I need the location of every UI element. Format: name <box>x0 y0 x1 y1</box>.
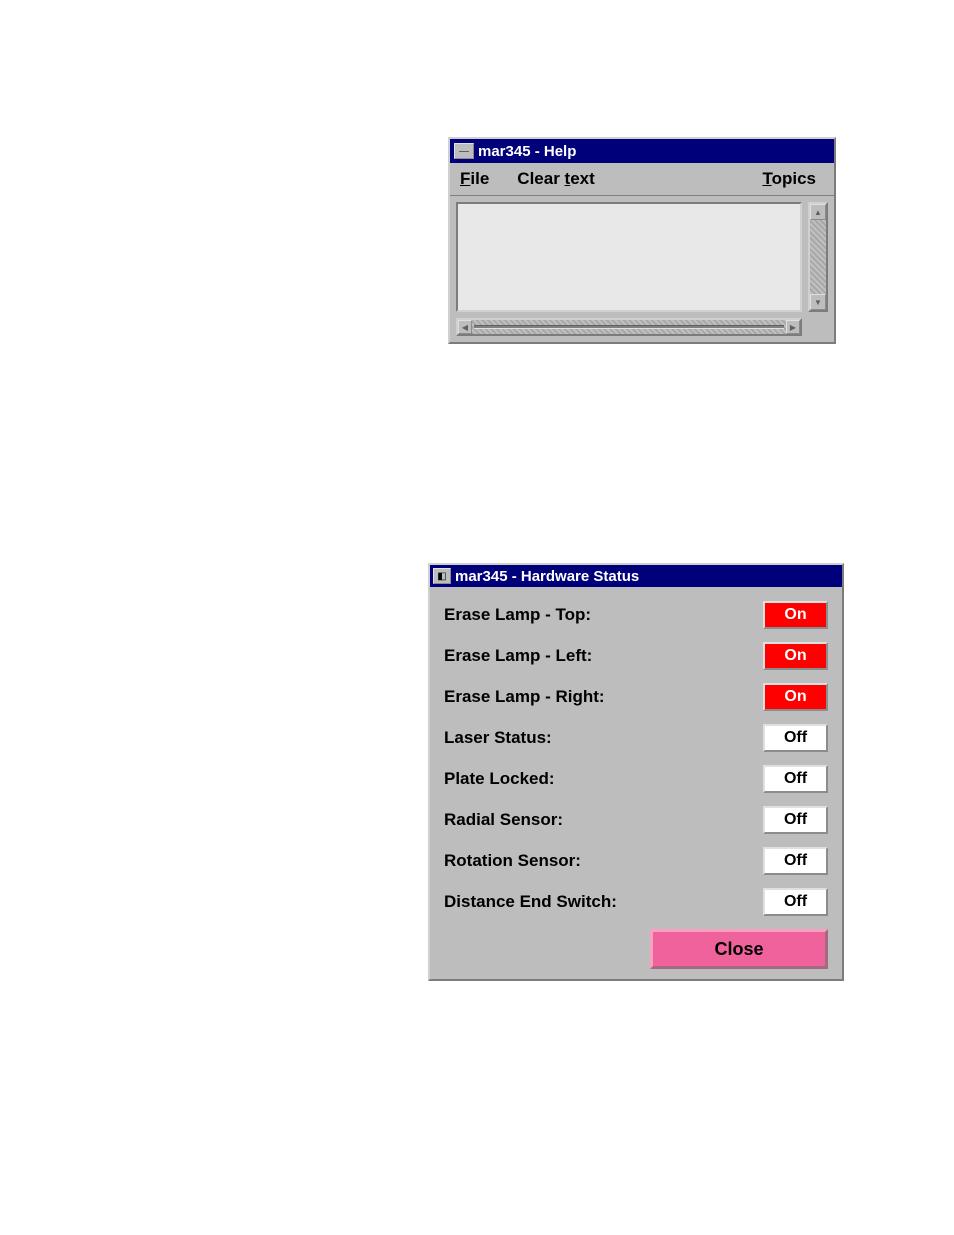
vertical-scrollbar[interactable]: ▲ ▼ <box>808 202 828 312</box>
scroll-left-icon[interactable]: ◀ <box>458 320 472 334</box>
help-menubar: File Clear text Topics <box>450 163 834 196</box>
status-label: Erase Lamp - Right: <box>444 687 605 707</box>
help-body: ▲ ▼ <box>450 196 834 318</box>
status-label: Laser Status: <box>444 728 552 748</box>
system-menu-icon[interactable]: ◧ <box>433 568 451 584</box>
close-button-row: Close <box>444 929 828 969</box>
status-label: Erase Lamp - Top: <box>444 605 591 625</box>
status-row-plate-locked: Plate Locked: Off <box>444 765 828 793</box>
scroll-up-icon[interactable]: ▲ <box>810 204 826 220</box>
status-row-erase-lamp-right: Erase Lamp - Right: On <box>444 683 828 711</box>
scroll-down-icon[interactable]: ▼ <box>810 294 826 310</box>
status-badge: Off <box>763 888 828 916</box>
menu-file[interactable]: File <box>460 169 489 189</box>
scroll-right-icon[interactable]: ▶ <box>786 320 800 334</box>
horizontal-scrollbar-row: ◀ ▶ <box>450 318 834 342</box>
status-badge: On <box>763 642 828 670</box>
status-badge: Off <box>763 765 828 793</box>
hardware-titlebar[interactable]: ◧ mar345 - Hardware Status <box>430 565 842 587</box>
status-row-laser-status: Laser Status: Off <box>444 724 828 752</box>
status-label: Radial Sensor: <box>444 810 563 830</box>
menu-clear-text[interactable]: Clear text <box>517 169 595 189</box>
hardware-status-window: ◧ mar345 - Hardware Status Erase Lamp - … <box>428 563 844 981</box>
hardware-window-title: mar345 - Hardware Status <box>455 568 639 585</box>
help-text-area[interactable] <box>456 202 802 312</box>
status-badge: Off <box>763 724 828 752</box>
help-titlebar[interactable]: mar345 - Help <box>450 139 834 163</box>
help-window-title: mar345 - Help <box>478 143 576 160</box>
status-label: Distance End Switch: <box>444 892 617 912</box>
status-label: Plate Locked: <box>444 769 555 789</box>
status-badge: Off <box>763 847 828 875</box>
status-badge: On <box>763 683 828 711</box>
status-row-erase-lamp-top: Erase Lamp - Top: On <box>444 601 828 629</box>
menu-topics[interactable]: Topics <box>762 169 816 189</box>
status-row-radial-sensor: Radial Sensor: Off <box>444 806 828 834</box>
status-row-erase-lamp-left: Erase Lamp - Left: On <box>444 642 828 670</box>
status-label: Rotation Sensor: <box>444 851 581 871</box>
help-window: mar345 - Help File Clear text Topics ▲ ▼… <box>448 137 836 344</box>
status-row-distance-end-switch: Distance End Switch: Off <box>444 888 828 916</box>
hardware-body: Erase Lamp - Top: On Erase Lamp - Left: … <box>430 587 842 979</box>
horizontal-scrollbar[interactable]: ◀ ▶ <box>456 318 802 336</box>
status-badge: Off <box>763 806 828 834</box>
status-row-rotation-sensor: Rotation Sensor: Off <box>444 847 828 875</box>
close-button[interactable]: Close <box>650 929 828 969</box>
scroll-track[interactable] <box>474 325 784 329</box>
status-badge: On <box>763 601 828 629</box>
system-menu-icon[interactable] <box>454 143 474 159</box>
status-label: Erase Lamp - Left: <box>444 646 592 666</box>
